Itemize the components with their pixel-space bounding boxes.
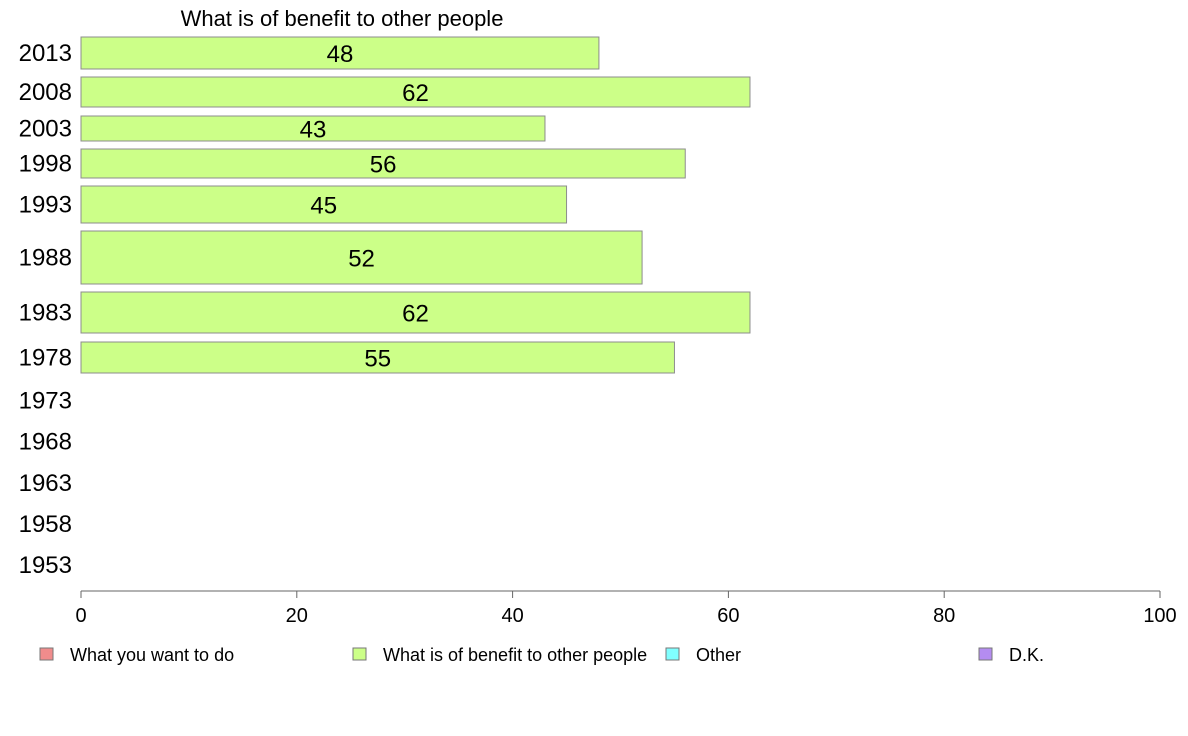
x-tick-label-40: 40 xyxy=(501,605,523,627)
bar-2008 xyxy=(80,76,751,108)
bar-value-label-2008: 62 xyxy=(402,80,429,107)
year-label-1958: 1958 xyxy=(19,511,72,538)
legend-label-3: Other xyxy=(696,645,741,665)
year-label-1988: 1988 xyxy=(19,245,72,272)
year-label-2013: 2013 xyxy=(19,40,72,67)
bar-1983 xyxy=(80,291,751,334)
bar-value-label-1983: 62 xyxy=(402,301,429,328)
bar-value-label-1988: 52 xyxy=(348,246,375,273)
bar-1978 xyxy=(80,341,675,374)
year-label-1963: 1963 xyxy=(19,470,72,497)
bar-1998 xyxy=(80,148,686,179)
x-tick-label-20: 20 xyxy=(286,605,308,627)
bar-value-label-1998: 56 xyxy=(370,152,397,179)
legend-label-4: D.K. xyxy=(1009,645,1044,665)
legend-swatch-3 xyxy=(665,647,680,661)
bar-value-label-1993: 45 xyxy=(310,193,337,220)
bar-1988 xyxy=(80,230,643,285)
x-tick-label-60: 60 xyxy=(717,605,739,627)
year-label-1968: 1968 xyxy=(19,429,72,456)
year-labels: 2013 2008 2003 1998 1993 1988 1983 1978 1973 1968… xyxy=(19,40,72,579)
legend-label-2: What is of benefit to other people xyxy=(383,645,647,665)
x-tick-label-100: 100 xyxy=(1143,605,1176,627)
x-tick-label-80: 80 xyxy=(933,605,955,627)
year-label-1973: 1973 xyxy=(19,388,72,415)
legend-label-1: What you want to do xyxy=(70,645,234,665)
bar-2003 xyxy=(80,115,546,142)
bar-2013 xyxy=(80,36,600,70)
bar-value-label-2003: 43 xyxy=(300,117,327,144)
year-label-1983: 1983 xyxy=(19,300,72,327)
x-tick-label-0: 0 xyxy=(75,605,86,627)
bars-layer: 48 62 43 56 45 52 62 55 xyxy=(80,36,751,374)
legend-swatch-4 xyxy=(978,647,993,661)
x-axis: 0 20 40 60 80 100 xyxy=(75,590,1177,627)
year-label-1993: 1993 xyxy=(19,192,72,219)
legend-swatch-2 xyxy=(352,647,367,661)
year-label-1953: 1953 xyxy=(19,552,72,579)
year-label-2003: 2003 xyxy=(19,116,72,143)
bar-value-label-2013: 48 xyxy=(327,41,354,68)
legend: What you want to do What is of benefit to… xyxy=(39,645,1044,665)
year-label-2008: 2008 xyxy=(19,79,72,106)
bar-value-label-1978: 55 xyxy=(364,346,391,373)
legend-swatch-1 xyxy=(39,647,54,661)
year-label-1978: 1978 xyxy=(19,345,72,372)
bar-1993 xyxy=(80,185,568,224)
chart-title: What is of benefit to other people xyxy=(181,6,504,31)
year-label-1998: 1998 xyxy=(19,151,72,178)
